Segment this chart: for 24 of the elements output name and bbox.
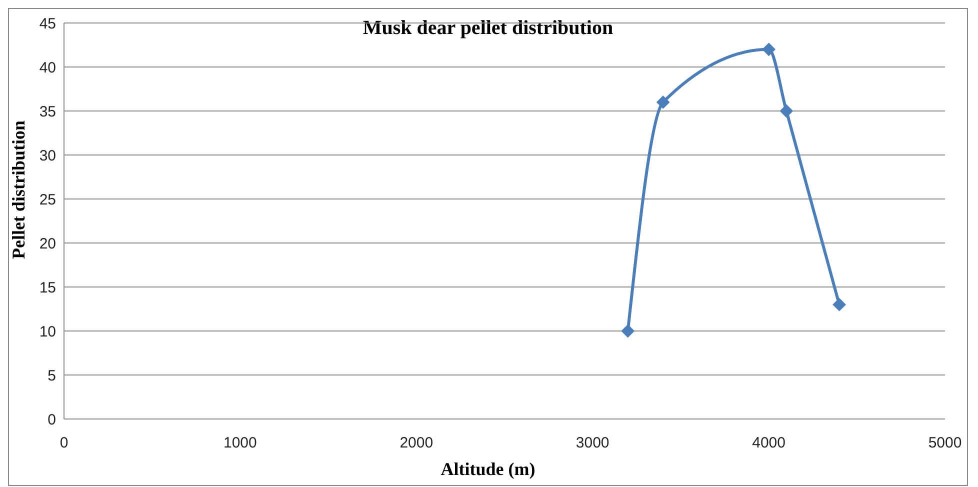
- x-tick-label: 2000: [400, 434, 434, 452]
- chart-title: Musk dear pellet distribution: [362, 17, 614, 39]
- y-tick-label: 5: [48, 367, 56, 384]
- y-tick-label: 0: [48, 411, 56, 428]
- point: [762, 42, 776, 56]
- x-tick-label: 1000: [224, 434, 257, 452]
- point: [621, 324, 634, 338]
- x-tick-label: 3000: [576, 434, 610, 452]
- point: [780, 104, 793, 118]
- y-tick-label: 10: [39, 323, 56, 340]
- point: [656, 96, 670, 109]
- y-tick-label: 25: [39, 191, 56, 208]
- y-tick-label: 15: [39, 279, 56, 296]
- x-tick-label: 4000: [752, 434, 786, 452]
- y-axis-title: Pellet distribution: [8, 120, 30, 259]
- x-tick-label: 5000: [928, 434, 962, 452]
- y-tick-label: 20: [39, 235, 56, 252]
- x-axis-title: Altitude (m): [440, 459, 536, 480]
- x-tick-label: 0: [60, 434, 68, 452]
- y-tick-label: 30: [39, 147, 56, 164]
- point: [832, 298, 846, 312]
- y-tick-label: 40: [39, 59, 56, 76]
- y-tick-label: 45: [39, 15, 56, 32]
- y-tick-label: 35: [39, 103, 56, 120]
